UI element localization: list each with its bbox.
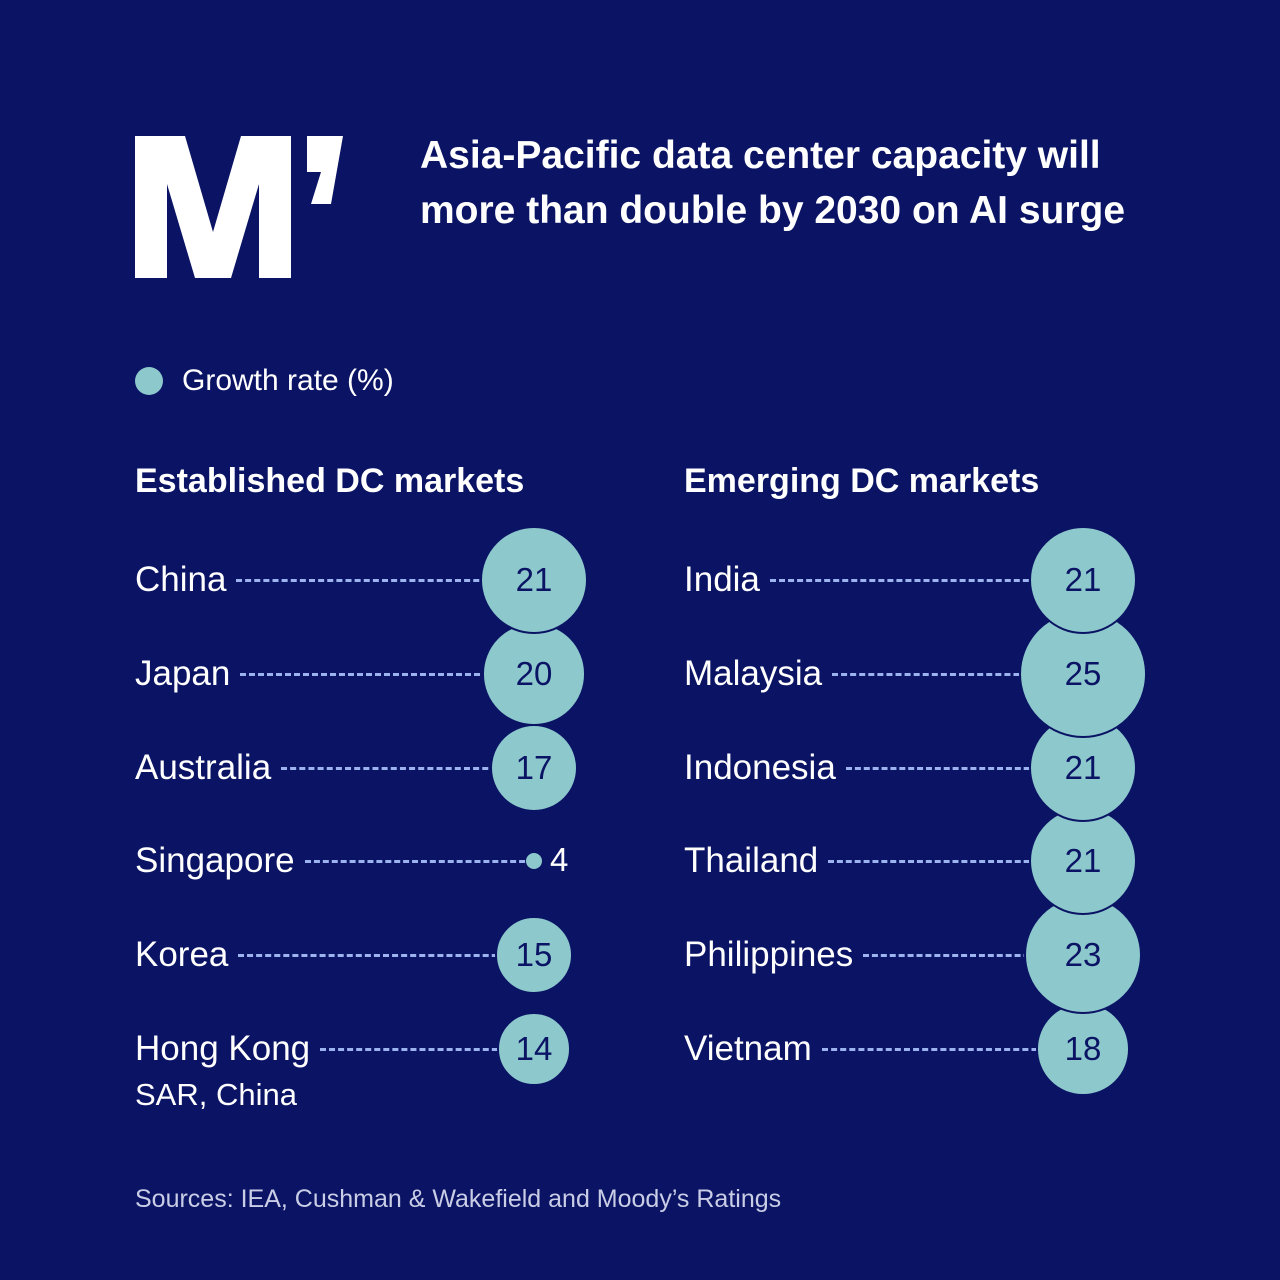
market-label: Indonesia: [684, 748, 836, 787]
leader-line: [821, 1048, 1083, 1051]
growth-value: 23: [1064, 936, 1102, 973]
leader-line: [769, 579, 1083, 582]
growth-value: 21: [515, 561, 553, 598]
market-label: Australia: [135, 748, 272, 787]
market-label: China: [135, 560, 227, 599]
market-label: Malaysia: [684, 654, 823, 693]
market-label: Korea: [135, 935, 229, 974]
leader-line: [845, 767, 1083, 770]
leader-line: [320, 1048, 534, 1051]
growth-value: 21: [1064, 842, 1102, 879]
growth-value: 21: [1064, 561, 1102, 598]
market-label: Hong Kong: [135, 1029, 311, 1068]
market-sublabel: SAR, China: [135, 1077, 297, 1112]
market-label: Philippines: [684, 935, 854, 974]
source-note: Sources: IEA, Cushman & Wakefield and Mo…: [135, 1185, 782, 1213]
leader-line: [238, 954, 534, 957]
legend: Growth rate (%): [135, 364, 394, 398]
market-label: Singapore: [135, 841, 295, 880]
legend-label: Growth rate (%): [182, 364, 394, 397]
growth-bubble: 21: [1028, 806, 1138, 916]
leader-line: [828, 860, 1083, 863]
growth-value: 17: [515, 749, 553, 786]
growth-value: 25: [1064, 655, 1102, 692]
legend-dot: [135, 367, 163, 395]
growth-value: 18: [1064, 1030, 1102, 1067]
market-label: Thailand: [684, 841, 819, 880]
leader-line: [281, 767, 534, 770]
growth-value: 20: [515, 655, 553, 692]
growth-bubble: 14: [497, 1012, 571, 1086]
growth-bubble: [526, 853, 542, 869]
market-label: Japan: [135, 654, 231, 693]
growth-bubble: 15: [494, 915, 574, 995]
chart-title: Asia-Pacific data center capacity will m…: [420, 134, 1126, 232]
growth-value: 21: [1064, 749, 1102, 786]
established-header: Established DC markets: [135, 462, 525, 500]
growth-bubble: 21: [479, 525, 589, 635]
market-label: India: [684, 560, 760, 599]
market-label: Vietnam: [684, 1029, 812, 1068]
growth-bubble: 21: [1028, 525, 1138, 635]
growth-bubble: 18: [1036, 1002, 1130, 1096]
leader-line: [304, 860, 534, 863]
growth-value: 4: [550, 841, 569, 878]
leader-line: [832, 673, 1083, 676]
moodys-logo: [135, 136, 343, 278]
emerging-header: Emerging DC markets: [684, 462, 1040, 500]
growth-bubble: 17: [489, 723, 579, 813]
leader-line: [240, 673, 534, 676]
growth-value: 14: [515, 1030, 553, 1067]
growth-bubble: 20: [482, 622, 586, 726]
leader-line: [236, 579, 534, 582]
growth-value: 15: [515, 936, 553, 973]
leader-line: [863, 954, 1083, 957]
